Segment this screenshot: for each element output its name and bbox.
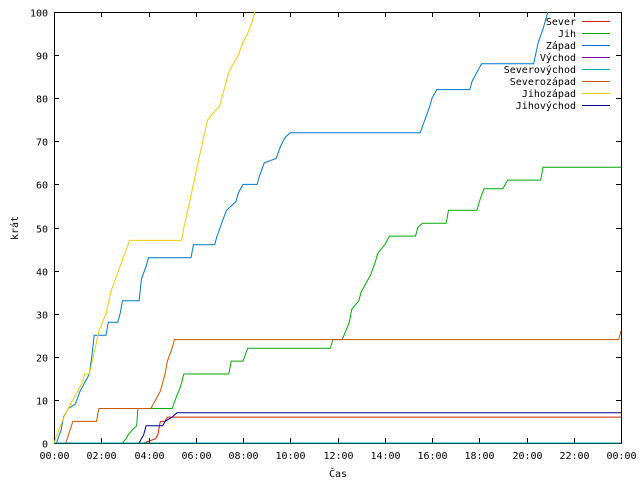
x-tick-label: 08:00: [228, 451, 258, 462]
y-tick-label: 30: [36, 311, 48, 322]
series-line-severozapad: [65, 330, 622, 444]
x-tick-label: 16:00: [417, 451, 447, 462]
legend-label-vychod: Východ: [540, 52, 576, 64]
x-tick-label: 00:00: [606, 451, 636, 462]
x-tick-label: 06:00: [181, 451, 211, 462]
y-tick-label: 70: [36, 138, 48, 149]
x-tick-label: 14:00: [370, 451, 400, 462]
legend: SeverJihZápadVýchodSeverovýchodSeverozáp…: [504, 17, 610, 112]
axis-ticks: 0 10 20 30 40 50 60 70 80 90 100 00:00 02:00 04:00 06:…: [30, 9, 637, 463]
y-tick-label: 100: [30, 9, 48, 20]
y-tick-label: 0: [42, 440, 48, 451]
legend-label-jihovychod: Jihovýchod: [516, 100, 576, 112]
y-tick-label: 50: [36, 225, 48, 236]
y-tick-label: 90: [36, 52, 48, 63]
x-tick-label: 02:00: [86, 451, 116, 462]
x-tick-label: 20:00: [512, 451, 542, 462]
series-line-jihozapad: [53, 11, 256, 444]
y-tick-label: 80: [36, 95, 48, 106]
x-tick-label: 22:00: [559, 451, 589, 462]
x-tick-label: 04:00: [134, 451, 164, 462]
y-tick-label: 10: [36, 397, 48, 408]
series-line-zapad: [55, 11, 549, 444]
series-line-jihovychod: [138, 412, 621, 444]
y-tick-label: 40: [36, 268, 48, 279]
legend-label-sever: Sever: [546, 17, 576, 28]
x-tick-label: 00:00: [39, 451, 69, 462]
legend-label-jihozapad: Jihozápad: [522, 88, 576, 100]
x-tick-label: 18:00: [464, 451, 494, 462]
legend-label-severozapad: Severozápad: [510, 76, 576, 88]
x-tick-label: 10:00: [275, 451, 305, 462]
x-tick-label: 12:00: [323, 451, 353, 462]
y-tick-label: 60: [36, 181, 48, 192]
y-axis-label: krát: [9, 216, 21, 240]
legend-label-zapad: Západ: [546, 40, 576, 52]
x-axis-label: Čas: [329, 467, 347, 480]
y-tick-label: 20: [36, 354, 48, 365]
series-line-jih: [122, 166, 621, 444]
legend-label-jih: Jih: [558, 29, 576, 40]
legend-label-severovychod: Severovýchod: [504, 64, 576, 76]
series-line-sever: [143, 416, 621, 444]
series-layer: [53, 11, 622, 444]
